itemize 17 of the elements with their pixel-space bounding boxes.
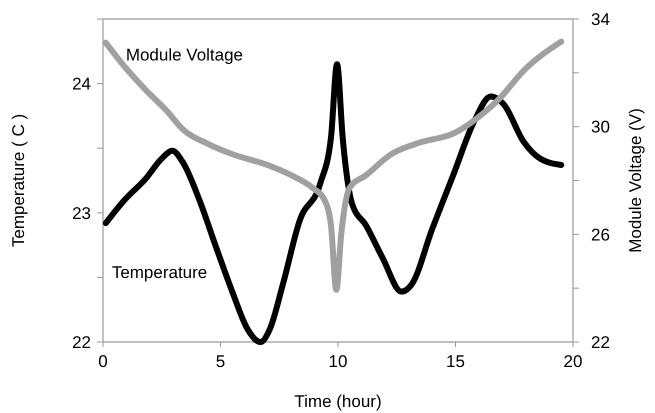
x-tick-label: 5 [216, 352, 226, 371]
y-tick-label: 24 [72, 74, 91, 94]
x-axis-title: Time (hour) [294, 392, 382, 411]
series-label: Module Voltage [126, 46, 244, 65]
series-label: Temperature [112, 263, 208, 282]
x-tick-label: 10 [328, 352, 348, 371]
y2-tick-label: 34 [591, 10, 610, 29]
y2-tick-label: 26 [591, 225, 610, 244]
x-tick-label: 20 [564, 352, 582, 371]
y-tick-label: 23 [72, 204, 91, 223]
y2-tick-label: 22 [591, 332, 610, 352]
x-tick-label: 0 [98, 352, 108, 371]
y2-axis-title: Module Voltage (V) [626, 108, 645, 253]
x-tick-label: 15 [446, 352, 465, 371]
y-tick-label: 22 [72, 332, 91, 352]
y-axis-title: Temperature ( C ) [9, 114, 28, 248]
y2-tick-label: 30 [591, 118, 610, 137]
